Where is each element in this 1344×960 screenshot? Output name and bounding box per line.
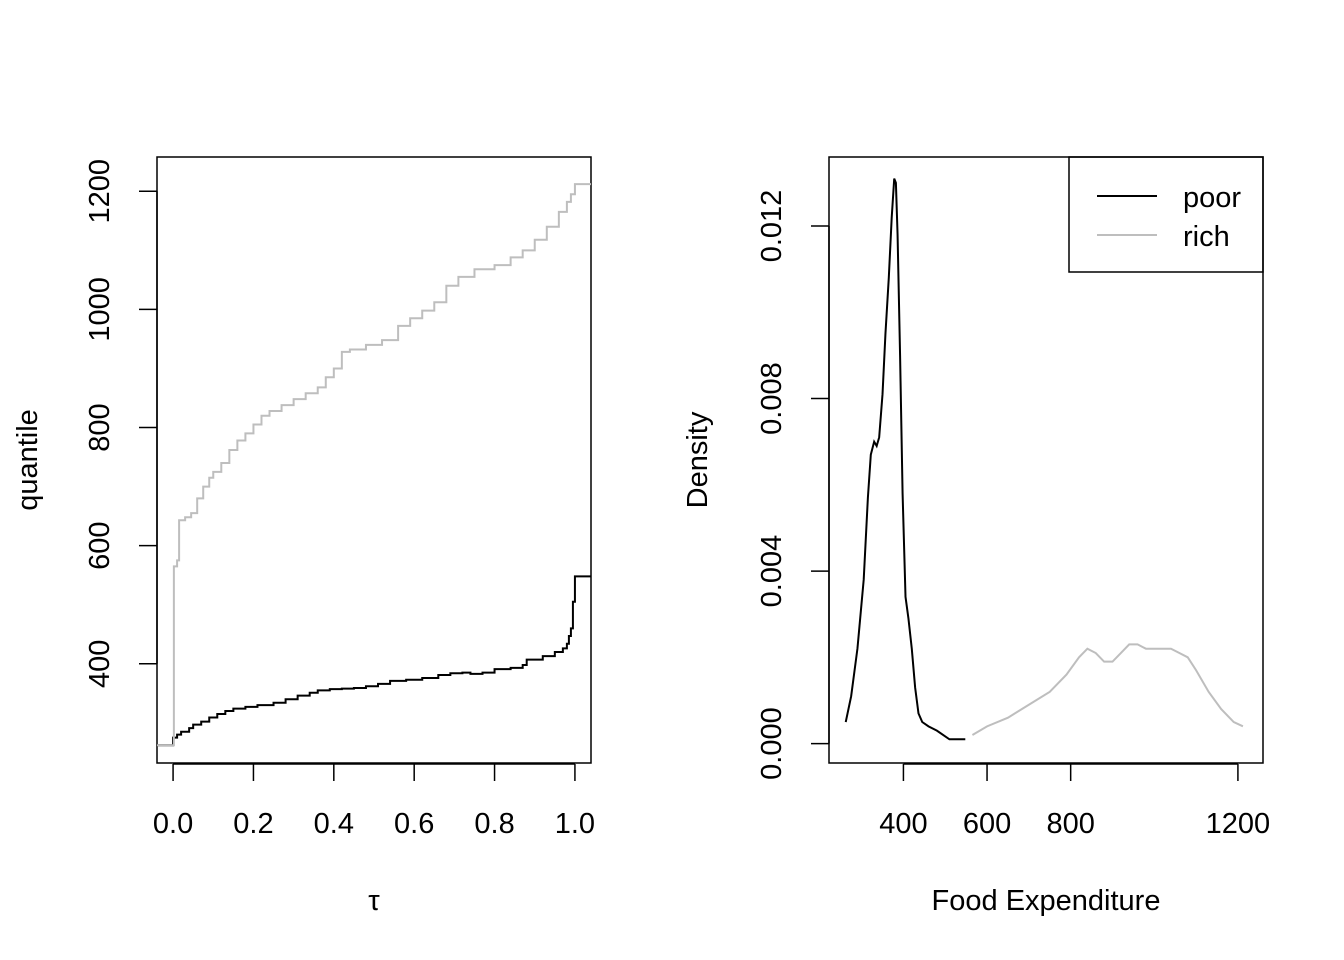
right-series-rich xyxy=(971,643,1244,736)
left-x-tick-label: 0.2 xyxy=(233,808,273,840)
right-panel: 400 600 800 1200 0.000 0.004 0.008 0.012 Food … xyxy=(682,156,1271,917)
right-x-tick-label: 1200 xyxy=(1206,808,1271,840)
right-x-tick-label: 400 xyxy=(879,808,927,840)
left-y-axis: 400 600 800 1000 1200 xyxy=(84,159,158,688)
left-y-tick-label: 800 xyxy=(84,403,116,451)
right-x-axis: 400 600 800 1200 xyxy=(879,763,1271,840)
legend-label-rich: rich xyxy=(1183,221,1230,253)
right-y-tick-label: 0.000 xyxy=(756,707,788,780)
left-y-tick-label: 600 xyxy=(84,521,116,569)
right-y-tick-label: 0.008 xyxy=(756,362,788,435)
right-x-axis-label: Food Expenditure xyxy=(932,885,1161,917)
left-y-axis-label: quantile xyxy=(12,409,44,511)
right-series-poor xyxy=(844,178,966,741)
right-x-tick-label: 800 xyxy=(1046,808,1094,840)
left-x-tick-label: 0.8 xyxy=(474,808,514,840)
legend-box xyxy=(1068,156,1264,273)
right-x-tick-label: 600 xyxy=(963,808,1011,840)
right-y-tick-label: 0.012 xyxy=(756,190,788,263)
left-x-tick-label: 0.4 xyxy=(314,808,354,840)
left-x-tick-label: 0.6 xyxy=(394,808,434,840)
left-x-axis-label: τ xyxy=(368,885,380,917)
legend: poor rich xyxy=(1068,156,1264,273)
right-y-axis-label: Density xyxy=(682,411,714,508)
left-x-tick-label: 0.0 xyxy=(153,808,193,840)
left-plot-frame xyxy=(156,156,592,764)
left-x-axis: 0.0 0.2 0.4 0.6 0.8 1.0 xyxy=(153,763,595,840)
left-y-tick-label: 400 xyxy=(84,640,116,688)
right-y-tick-label: 0.004 xyxy=(756,535,788,608)
right-series-group xyxy=(844,178,1244,741)
left-y-tick-label: 1200 xyxy=(84,159,116,224)
legend-label-poor: poor xyxy=(1183,182,1241,214)
left-series-group xyxy=(157,183,591,747)
left-x-tick-label: 1.0 xyxy=(555,808,595,840)
right-y-axis: 0.000 0.004 0.008 0.012 xyxy=(756,190,830,780)
left-y-tick-label: 1000 xyxy=(84,277,116,342)
left-series-line-0 xyxy=(157,575,591,747)
left-series-line-1 xyxy=(157,183,591,747)
left-panel: 0.0 0.2 0.4 0.6 0.8 1.0 400 600 800 1000 1200 τ q… xyxy=(12,156,595,917)
